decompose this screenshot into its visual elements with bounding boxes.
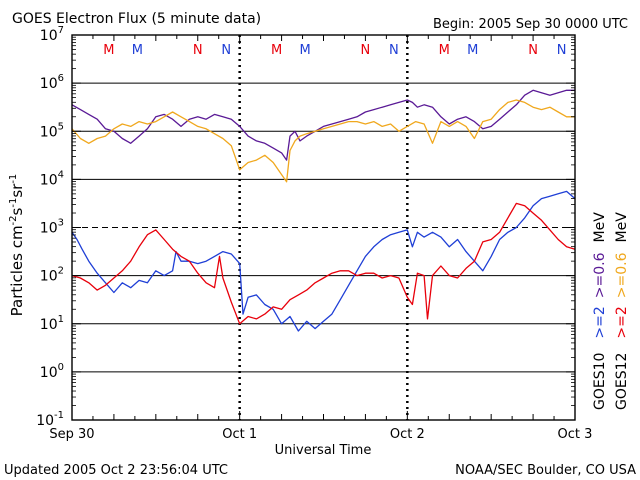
series-line-0 (71, 89, 575, 161)
legend-goes12-sat: GOES12 (614, 353, 630, 410)
x-axis-label: Universal Time (275, 443, 372, 458)
local-time-marker-2: N (193, 43, 203, 58)
local-time-marker-7: N (389, 43, 399, 58)
y-label-part-5: -1 (8, 174, 19, 184)
legend-goes10-e2: >=2 (592, 306, 608, 338)
local-time-marker-5: M (299, 43, 310, 58)
y-label-part-4: sr (8, 183, 26, 198)
x-tick-label-0: Sep 30 (49, 427, 94, 442)
series-line-3 (71, 202, 576, 325)
y-tick-label-0: 107 (40, 25, 64, 44)
y-tick-label-7: 100 (40, 362, 64, 381)
y-tick-label-4: 103 (40, 218, 64, 237)
credit-label: NOAA/SEC Boulder, CO USA (455, 463, 636, 478)
y-tick-label-2: 105 (40, 121, 64, 140)
y-axis-label: Particles cm-2s-1sr-1 (8, 174, 26, 317)
y-tick-label-6: 101 (40, 314, 64, 333)
local-time-marker-1: M (132, 43, 143, 58)
legend-goes10-sat: GOES10 (592, 353, 608, 410)
local-time-marker-8: M (439, 43, 450, 58)
series-layer (71, 89, 576, 332)
local-time-marker-4: M (271, 43, 282, 58)
y-label-part-1: -2 (8, 215, 19, 225)
legend-goes10-unit: MeV (592, 212, 608, 243)
chart-title: GOES Electron Flux (5 minute data) (12, 11, 261, 27)
y-label-part-3: -1 (8, 198, 19, 208)
local-time-marker-11: N (557, 43, 567, 58)
local-time-marker-9: M (467, 43, 478, 58)
y-tick-label-8: 10-1 (36, 410, 64, 429)
legend-goes12-e06: >=0.6 (614, 252, 630, 298)
y-tick-label-5: 102 (40, 266, 64, 285)
x-tick-label-3: Oct 3 (558, 427, 593, 442)
x-tick-label-2: Oct 2 (390, 427, 425, 442)
local-time-marker-10: N (528, 43, 538, 58)
legend-goes10-e06: >=0.6 (592, 252, 608, 298)
y-tick-label-1: 106 (40, 73, 64, 92)
local-time-marker-0: M (103, 43, 114, 58)
legend-goes12-e2: >=2 (614, 306, 630, 338)
series-line-2 (71, 190, 576, 332)
legend-goes12-unit: MeV (614, 212, 630, 243)
grid-layer (72, 35, 575, 420)
legend-goes12: GOES12 >=2 >=0.6 MeV (614, 212, 630, 410)
legend-goes10: GOES10 >=2 >=0.6 MeV (592, 212, 608, 410)
series-line-1 (71, 99, 575, 183)
y-label-part-0: Particles cm (8, 225, 26, 316)
local-time-marker-3: N (221, 43, 231, 58)
x-tick-label-1: Oct 1 (222, 427, 257, 442)
y-tick-label-3: 104 (40, 169, 64, 188)
updated-timestamp: Updated 2005 Oct 2 23:56:04 UTC (4, 463, 228, 478)
local-time-marker-6: N (361, 43, 371, 58)
begin-label: Begin: 2005 Sep 30 0000 UTC (433, 17, 628, 32)
y-label-part-2: s (8, 207, 26, 215)
